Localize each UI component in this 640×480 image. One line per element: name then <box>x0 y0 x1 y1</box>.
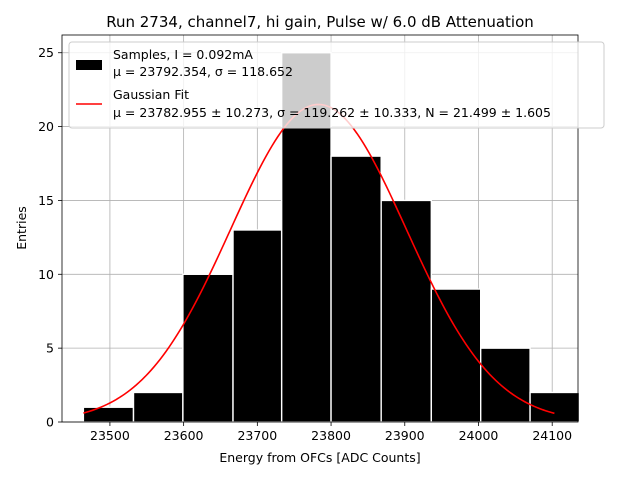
x-axis-label: Energy from OFCs [ADC Counts] <box>219 450 420 465</box>
y-tick-label-5: 25 <box>38 45 54 60</box>
legend-fit-line1: Gaussian Fit <box>113 87 189 102</box>
x-tick-label-6: 24100 <box>532 428 572 443</box>
y-axis-label: Entries <box>14 206 29 250</box>
chart-title: Run 2734, channel7, hi gain, Pulse w/ 6.… <box>106 13 534 31</box>
x-tick-label-5: 24000 <box>459 428 499 443</box>
histogram-bar-3 <box>232 229 283 423</box>
x-tick-label-1: 23600 <box>164 428 204 443</box>
legend-samples-swatch <box>76 60 102 70</box>
x-tick-label-4: 23900 <box>385 428 425 443</box>
histogram-bar-5 <box>330 155 382 423</box>
x-tick-label-2: 23700 <box>237 428 277 443</box>
y-tick-label-0: 0 <box>46 415 54 430</box>
legend-samples-line2: μ = 23792.354, σ = 118.652 <box>113 64 293 79</box>
plot-frame <box>61 34 579 423</box>
histogram-bar-8 <box>479 347 531 423</box>
y-tick-label-1: 5 <box>46 341 54 356</box>
y-tick-label-4: 20 <box>38 119 54 134</box>
y-tick-label-3: 15 <box>38 193 54 208</box>
histogram-bar-0 <box>82 406 135 423</box>
legend: Samples, I = 0.092mA μ = 23792.354, σ = … <box>68 41 605 129</box>
histogram-bar-6 <box>380 199 433 423</box>
y-tick-label-2: 10 <box>38 267 54 282</box>
legend-samples-line1: Samples, I = 0.092mA <box>113 47 253 62</box>
legend-box <box>68 41 605 129</box>
histogram-bar-1 <box>132 391 184 423</box>
histogram-bar-2 <box>182 273 234 423</box>
histogram-bar-7 <box>430 288 482 423</box>
x-tick-label-3: 23800 <box>311 428 351 443</box>
y-axis-ticks: 0 5 10 15 20 25 <box>38 45 62 430</box>
legend-fit-line2: μ = 23782.955 ± 10.273, σ = 119.262 ± 10… <box>113 105 551 120</box>
x-tick-label-0: 23500 <box>90 428 130 443</box>
x-axis-ticks: 23500 23600 23700 23800 23900 24000 24100 <box>90 422 572 443</box>
